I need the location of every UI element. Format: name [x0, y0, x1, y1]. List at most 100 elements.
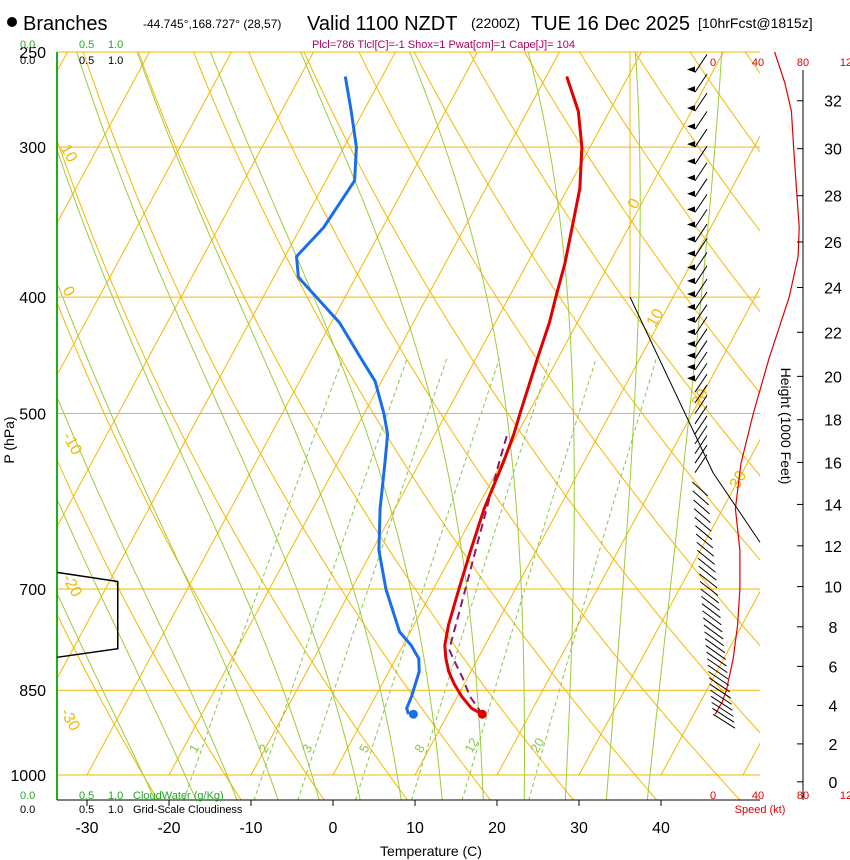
wind-barb-flag	[687, 190, 695, 197]
cloudiness-label: Grid-Scale Cloudiness	[133, 804, 243, 816]
temperature-tick-label: -20	[157, 820, 180, 837]
cloudiness-layer	[56, 571, 119, 659]
mixing-ratio-line	[297, 358, 448, 800]
wind-barb-flag	[687, 316, 695, 323]
height-tick-label: 10	[824, 580, 842, 597]
wind-barb	[694, 384, 708, 404]
profiles	[295, 76, 584, 719]
wind-barb	[710, 689, 732, 705]
cloudwater-tick-top-0: 0.0	[20, 39, 35, 51]
speed-tick-top-3: 12	[840, 57, 850, 69]
wind-barb	[709, 683, 732, 699]
cloudwater-tick-bottom-2: 1.0	[108, 790, 123, 802]
wind-barb	[694, 373, 708, 393]
wind-barb	[694, 194, 708, 213]
moist-adiabat-line	[605, 52, 641, 800]
mixing-ratio-label: 12	[461, 735, 481, 755]
isotherm-label: 20	[689, 386, 713, 410]
dry-adiabat-line	[413, 52, 760, 561]
dry-adiabat-line	[579, 52, 760, 313]
wind-barb	[694, 252, 708, 271]
wind-barb	[694, 209, 708, 228]
wind-barb	[708, 671, 730, 686]
temperature-tick-label: 0	[329, 820, 338, 837]
wind-barb	[695, 533, 714, 549]
wind-barb	[694, 265, 708, 285]
pressure-tick-label: 300	[19, 140, 46, 157]
pressure-tick-label: 400	[19, 290, 46, 307]
wind-barb	[694, 425, 708, 445]
cloudiness-tick-top-2: 1.0	[108, 55, 123, 67]
cloudwater-tick-top-2: 1.0	[108, 39, 123, 51]
height-tick-label: 20	[824, 369, 842, 386]
height-tick-label: 26	[824, 235, 842, 252]
pressure-tick-label: 850	[19, 683, 46, 700]
moist-adiabat-line	[57, 395, 238, 800]
wind-barb	[691, 481, 709, 497]
wind-barb-flag	[687, 221, 695, 228]
dry-adiabat-line	[57, 458, 242, 800]
wind-barb	[703, 624, 724, 640]
wind-barb	[712, 707, 735, 723]
wind-barb-flag	[687, 105, 695, 112]
wind-barb	[694, 278, 708, 298]
dry-adiabat-line	[82, 52, 492, 800]
pressure-tick-label: 250	[19, 45, 46, 62]
mixing-ratio-line	[461, 358, 597, 800]
mixing-ratio-line	[355, 358, 500, 800]
wind-barb	[702, 610, 722, 626]
wind-barb	[694, 238, 708, 257]
wind-barb	[694, 73, 708, 93]
wind-barb	[705, 645, 726, 660]
speed-axis-label: Speed (kt)	[735, 804, 786, 816]
wind-barb	[694, 362, 708, 382]
cloudwater-label: CloudWater (g/Kg)	[133, 790, 224, 802]
wind-barb-flag	[687, 123, 695, 130]
wind-barb	[694, 291, 708, 311]
dry-adiabat-line	[193, 52, 658, 800]
forecast-info: [10hrFcst@1815z]	[698, 15, 813, 31]
wind-speed-line	[714, 51, 800, 715]
wind-barb-flag	[687, 264, 695, 271]
height-tick-label: 14	[824, 497, 842, 514]
wind-barb	[699, 573, 718, 589]
mixing-ratio-line	[528, 358, 657, 800]
temperature-tick-label: 20	[488, 820, 506, 837]
wind-barb	[695, 525, 713, 541]
speed-tick-bottom-1: 40	[752, 790, 764, 802]
isotherm-line	[168, 52, 560, 776]
wind-barb	[708, 677, 731, 693]
speed-tick-top-2: 80	[797, 57, 809, 69]
wind-barb	[693, 508, 711, 523]
height-tick-label: 18	[824, 413, 842, 430]
height-tick-label: 12	[824, 539, 842, 556]
wind-barb-flag	[687, 158, 695, 165]
dry-adiabat-line	[248, 52, 741, 800]
height-tick-label: 4	[829, 698, 838, 715]
wind-barb	[694, 128, 708, 148]
wind-barb	[701, 603, 721, 619]
wind-barb	[692, 490, 709, 506]
wind-barb	[697, 549, 715, 565]
wind-barb	[694, 340, 708, 359]
mixing-ratio-line	[411, 358, 551, 800]
moist-adiabat-line	[57, 497, 197, 800]
dry-adiabat-line	[57, 138, 409, 800]
height-axis-title: Height (1000 Feet)	[778, 368, 794, 485]
wind-barb	[694, 162, 708, 182]
wind-barb	[694, 111, 708, 130]
wind-barb-flag	[687, 364, 695, 371]
temperature-profile-line	[443, 76, 584, 716]
isotherm-line	[57, 52, 314, 528]
wind-barb	[694, 405, 708, 425]
wind-barbs	[629, 51, 800, 729]
pressure-gridlines	[57, 51, 760, 776]
temperature-tick-label: -10	[239, 820, 262, 837]
temperature-tick-label: 40	[652, 820, 670, 837]
wind-barb	[707, 664, 729, 680]
wind-barb	[696, 541, 715, 557]
wind-barb	[694, 454, 708, 473]
speed-tick-top-0: 0	[710, 57, 716, 69]
temperature-tick-label: 10	[406, 820, 424, 837]
valid-time: Valid 1100 NZDT	[307, 13, 457, 35]
